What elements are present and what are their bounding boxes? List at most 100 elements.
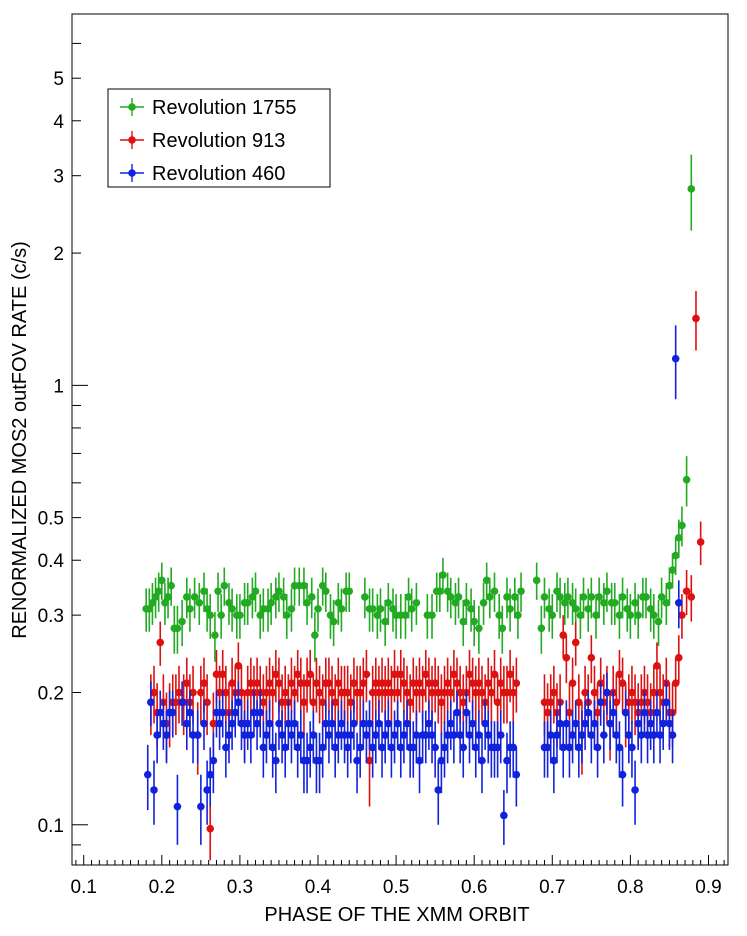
data-point: [272, 756, 280, 765]
data-point: [175, 688, 183, 697]
legend-item: Revolution 460: [120, 163, 285, 185]
data-point: [486, 593, 494, 601]
data-point: [436, 587, 444, 596]
data-point: [612, 698, 621, 707]
data-point: [318, 743, 327, 752]
data-point: [595, 593, 603, 601]
data-point: [568, 599, 577, 607]
data-point: [587, 653, 596, 662]
data-point: [183, 679, 191, 687]
data-point: [662, 599, 671, 607]
data-point: [203, 605, 211, 613]
data-point: [268, 743, 277, 752]
data-point: [443, 731, 452, 739]
data-point: [290, 719, 299, 728]
data-point: [178, 617, 186, 626]
data-point: [553, 587, 561, 596]
legend-swatch-marker: [128, 136, 136, 144]
data-point: [646, 719, 655, 728]
data-point: [425, 719, 433, 728]
data-point: [225, 599, 233, 607]
plot-frame: [71, 13, 729, 866]
data-point: [495, 611, 503, 619]
x-tick-label: 0.4: [305, 877, 332, 898]
data-point: [240, 731, 249, 739]
data-point: [253, 679, 261, 687]
data-point: [562, 719, 571, 728]
data-point: [300, 698, 308, 707]
data-point: [362, 670, 371, 679]
data-point: [456, 731, 464, 739]
data-point: [306, 743, 314, 752]
data-point: [437, 698, 446, 707]
data-point: [503, 688, 511, 697]
data-point: [628, 743, 636, 752]
data-point: [251, 587, 260, 596]
data-point: [565, 708, 574, 717]
data-point: [562, 653, 571, 662]
data-point: [637, 731, 646, 739]
y-tick-label: 1: [53, 376, 64, 397]
data-point: [446, 688, 455, 697]
data-point: [265, 679, 274, 687]
data-point: [450, 731, 458, 739]
data-point: [434, 688, 443, 697]
series: [142, 154, 696, 662]
data-point: [665, 719, 674, 728]
data-point: [610, 599, 619, 607]
data-point: [322, 587, 330, 596]
data-point: [309, 731, 318, 739]
data-point: [606, 719, 614, 728]
data-point: [487, 688, 496, 697]
data-point: [682, 587, 691, 596]
data-point: [600, 599, 608, 607]
y-tick-label: 0.2: [38, 684, 64, 705]
data-point: [183, 593, 191, 601]
data-point: [625, 698, 633, 707]
data-point: [356, 743, 364, 752]
data-point: [247, 679, 255, 687]
data-point: [437, 756, 446, 765]
x-tick-label: 0.3: [227, 877, 253, 898]
data-point: [256, 708, 265, 717]
data-point: [484, 731, 493, 739]
data-point: [484, 679, 493, 687]
data-point: [481, 719, 489, 728]
data-point: [412, 731, 421, 739]
data-point: [468, 719, 477, 728]
data-point: [158, 576, 166, 585]
y-tick-label: 2: [53, 244, 64, 265]
data-point: [365, 756, 374, 765]
data-point: [281, 743, 290, 752]
data-point: [564, 593, 572, 601]
data-point: [509, 743, 518, 752]
data-point: [381, 688, 389, 697]
data-point: [284, 719, 293, 728]
data-point: [236, 611, 244, 619]
data-point: [415, 756, 424, 765]
data-point: [178, 698, 186, 707]
data-point: [303, 756, 311, 765]
data-point: [356, 688, 364, 697]
data-point: [671, 679, 680, 687]
data-point: [584, 708, 593, 717]
data-point: [451, 599, 460, 607]
data-point: [576, 611, 585, 619]
data-point: [393, 719, 402, 728]
data-point: [503, 756, 511, 765]
data-point: [668, 566, 677, 574]
data-point: [412, 688, 421, 697]
data-point: [347, 731, 355, 739]
data-point: [678, 611, 686, 619]
data-point: [556, 719, 564, 728]
data-point: [215, 688, 224, 697]
data-point: [259, 743, 268, 752]
data-point: [550, 688, 558, 697]
data-point: [350, 679, 358, 687]
data-point: [462, 599, 471, 607]
data-point: [650, 688, 658, 697]
data-point: [164, 593, 172, 601]
data-point: [206, 824, 215, 833]
